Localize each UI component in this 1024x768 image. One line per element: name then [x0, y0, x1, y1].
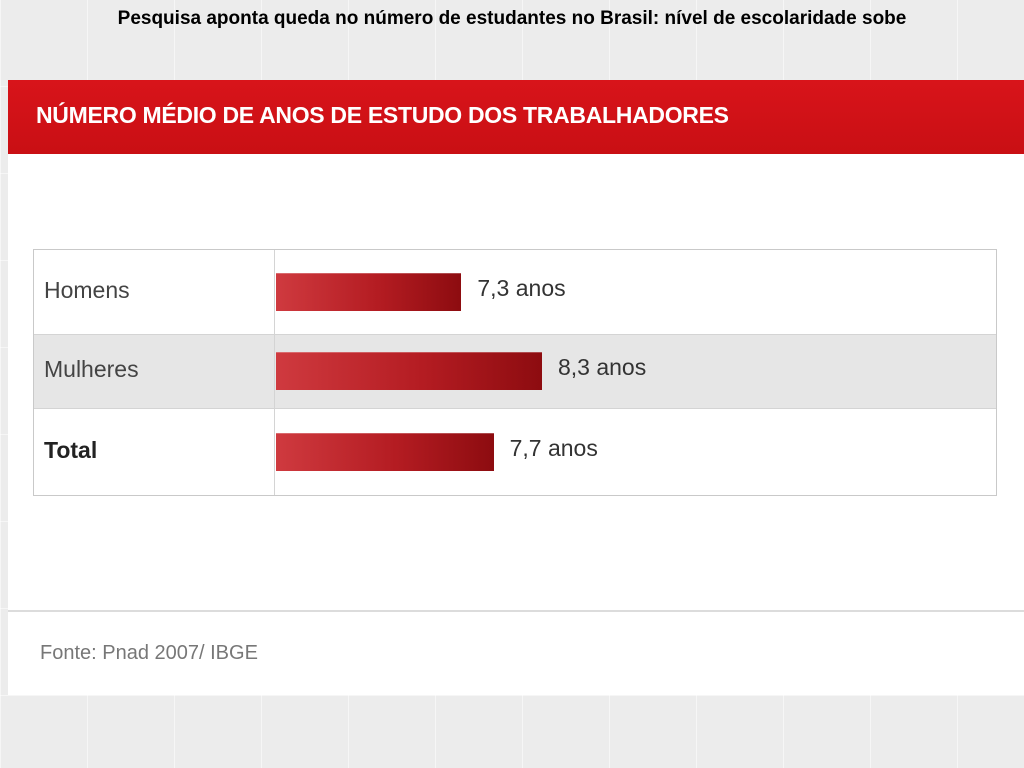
- value-label-homens: 7,3 anos: [477, 275, 566, 301]
- value-label-mulheres: 8,3 anos: [557, 354, 647, 380]
- source-note: Fonte: Pnad 2007/ IBGE: [40, 642, 258, 664]
- bar-chart: Homens 7,3 anos Mulheres 8,3 anos Total 7,7 a…: [33, 249, 997, 496]
- bar-homens: [276, 273, 462, 311]
- chart-card: NÚMERO MÉDIO DE ANOS DE ESTUDO DOS TRABA…: [8, 80, 1024, 695]
- source-divider: [8, 610, 1024, 612]
- slide-title: Pesquisa aponta queda no número de estud…: [117, 8, 907, 29]
- category-label-homens: Homens: [44, 277, 130, 303]
- chart-title: NÚMERO MÉDIO DE ANOS DE ESTUDO DOS TRABA…: [36, 102, 729, 128]
- value-label-total: 7,7 anos: [509, 434, 598, 461]
- row-divider: [34, 408, 996, 409]
- category-label-mulheres: Mulheres: [44, 356, 139, 382]
- chart-header: NÚMERO MÉDIO DE ANOS DE ESTUDO DOS TRABA…: [8, 80, 1024, 154]
- bar-mulheres: [276, 352, 542, 390]
- row-divider: [34, 334, 996, 335]
- column-divider: [274, 250, 275, 495]
- category-label-total: Total: [44, 436, 98, 463]
- bar-total: [276, 432, 494, 471]
